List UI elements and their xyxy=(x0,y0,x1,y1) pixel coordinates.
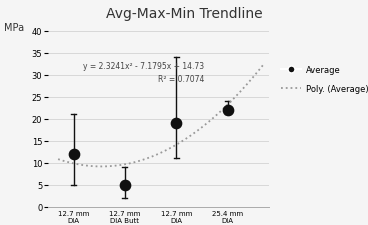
Point xyxy=(173,122,179,126)
Legend: Average, Poly. (Average): Average, Poly. (Average) xyxy=(277,62,368,97)
Text: Avg-Max-Min Trendline: Avg-Max-Min Trendline xyxy=(106,7,262,21)
Text: y = 2.3241x² - 7.1795x + 14.73
R² = 0.7074: y = 2.3241x² - 7.1795x + 14.73 R² = 0.70… xyxy=(83,62,205,84)
Point xyxy=(224,109,230,112)
Text: MPa: MPa xyxy=(4,22,24,32)
Point xyxy=(71,153,77,156)
Point xyxy=(122,183,128,187)
